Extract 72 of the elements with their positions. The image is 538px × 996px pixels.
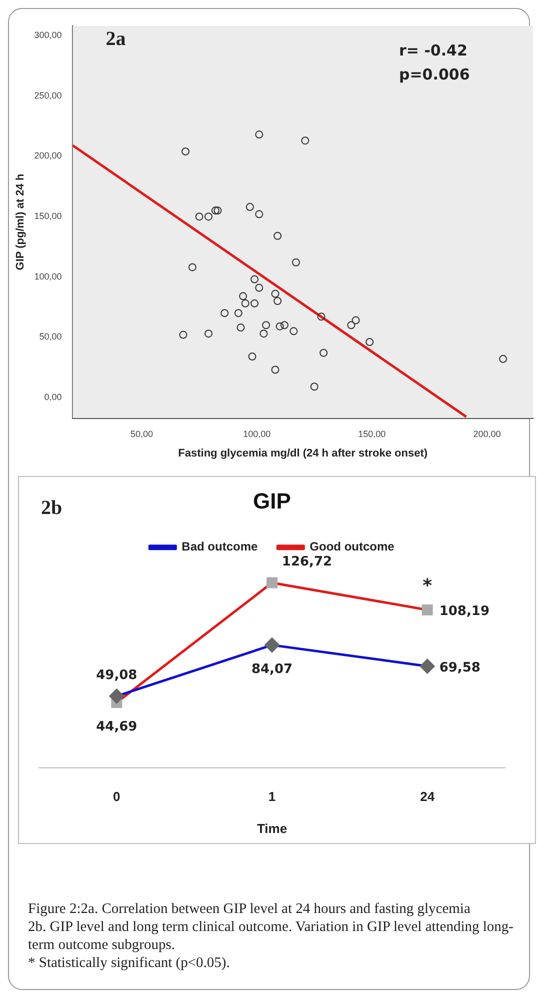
data-label: 84,07 <box>251 662 293 677</box>
text: 2b. GIP level and long term clinical outcome. Variation in GIP level attending long-term outcome subgroups. <box>28 918 515 954</box>
y-tick-label: 200,00 <box>34 150 62 161</box>
point <box>320 348 328 357</box>
annotation: r= -0.42 <box>399 41 468 60</box>
point <box>271 366 280 374</box>
annotation: 2a <box>106 28 126 50</box>
x-axis-title: Fasting glycemia mg/dl (24 h after stroke onset) <box>178 447 428 460</box>
point <box>262 321 270 330</box>
point <box>220 309 229 318</box>
point <box>234 309 242 318</box>
legend-label: Bad outcome <box>182 540 258 554</box>
y-axis-title: GIP (pg/ml) at 24 h <box>14 174 27 270</box>
text: 2b <box>41 497 62 520</box>
x-tick-label: 100,00 <box>243 428 271 439</box>
x-tick-label: 200,00 <box>473 428 501 439</box>
point <box>292 258 300 266</box>
point <box>250 299 259 308</box>
data-label: 108,19 <box>439 604 490 620</box>
point <box>255 210 264 218</box>
point <box>211 206 220 215</box>
point <box>239 292 248 300</box>
x-axis-title: Time <box>256 820 288 836</box>
point <box>290 327 298 336</box>
point <box>204 212 213 221</box>
point <box>248 352 256 360</box>
point <box>181 147 190 156</box>
point <box>246 202 254 211</box>
y-tick-label: 300,00 <box>34 30 62 40</box>
point <box>250 275 259 284</box>
point <box>352 316 360 324</box>
annotation: * <box>422 576 433 597</box>
point <box>271 290 280 298</box>
point <box>274 297 282 306</box>
y-tick-label: 50,00 <box>39 332 62 342</box>
point <box>179 330 188 339</box>
point <box>255 284 264 292</box>
caption: Figure 2:2a. Correlation between GIP level at 24 hours and fasting glycemia <box>28 900 472 918</box>
data-label: 69,58 <box>439 660 480 676</box>
point <box>188 263 196 272</box>
point <box>347 321 356 330</box>
point <box>241 299 250 308</box>
point <box>301 136 310 145</box>
point <box>310 382 318 391</box>
x-tick-label: 24 <box>420 789 436 804</box>
point <box>195 212 204 221</box>
point <box>317 312 326 321</box>
point <box>366 338 374 346</box>
point <box>274 232 282 240</box>
legend-label: Good outcome <box>310 540 395 554</box>
x-tick-label: 50,00 <box>130 428 154 439</box>
annotation: p=0.006 <box>399 65 470 84</box>
point <box>499 354 508 363</box>
point <box>276 322 284 330</box>
y-tick-label: 150,00 <box>34 211 62 222</box>
point <box>255 130 264 139</box>
point <box>260 330 268 338</box>
point <box>204 330 213 338</box>
y-tick-label: 250,00 <box>34 90 62 100</box>
point <box>214 206 222 215</box>
point <box>280 321 288 330</box>
point <box>236 324 245 332</box>
x-tick-label: 150,00 <box>358 428 386 439</box>
y-tick-label: 100,00 <box>34 271 62 282</box>
y-tick-label: 0,00 <box>44 392 62 402</box>
data-label: 49,08 <box>96 668 138 684</box>
x-tick-label: 0 <box>113 789 120 804</box>
data-label: 44,69 <box>96 719 138 734</box>
chart-title: GIP <box>253 488 291 514</box>
text: * Statistically significant (p<0.05). <box>28 954 231 972</box>
data-label: 126,72 <box>282 554 332 570</box>
x-tick-label: 1 <box>268 789 276 804</box>
